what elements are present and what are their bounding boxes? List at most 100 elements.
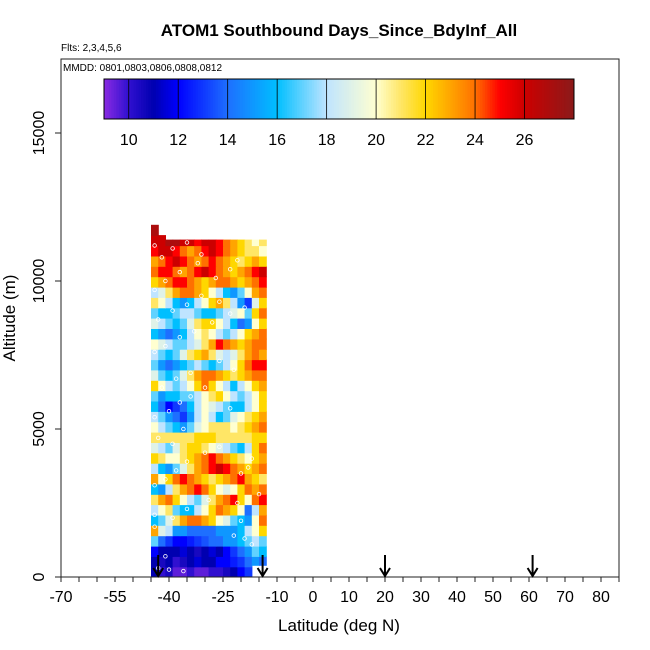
colorbar-cell <box>188 79 192 119</box>
profile-marker-arrow <box>526 555 539 578</box>
curtain-cell <box>223 349 231 361</box>
curtain-cell <box>230 266 238 278</box>
curtain-cell <box>158 535 166 547</box>
colorbar-cell <box>430 79 434 119</box>
curtain-cell <box>201 504 210 516</box>
colorbar-cell <box>571 79 575 119</box>
curtain-cell <box>244 494 253 506</box>
curtain-cell <box>187 483 195 495</box>
curtain-cell <box>215 359 224 371</box>
curtain-cell <box>259 473 267 485</box>
colorbar-cell <box>269 79 273 119</box>
y-axis: 0 5000 10000 15000 <box>31 111 61 581</box>
curtain-cell <box>237 318 246 329</box>
chart-title: ATOM1 Southbound Days_Since_BdyInf_All <box>161 21 517 40</box>
curtain-cell <box>208 545 217 557</box>
colorbar-cell <box>341 79 345 119</box>
colorbar-cell <box>151 79 154 119</box>
curtain-cell <box>187 525 195 537</box>
curtain-cell <box>172 411 181 423</box>
curtain-cell <box>158 400 166 412</box>
colorbar-cell <box>564 79 568 119</box>
curtain-cell <box>172 286 181 298</box>
sample-point <box>184 240 190 245</box>
curtain-cell <box>230 504 238 516</box>
sample-point <box>173 376 179 381</box>
colorbar-cell <box>368 79 372 119</box>
curtain-cell <box>237 494 246 506</box>
colorbar-tick-label: 10 <box>120 132 138 149</box>
curtain-cell <box>151 286 159 298</box>
curtain-cell <box>223 338 231 350</box>
sample-point <box>238 518 244 523</box>
curtain-cell <box>237 566 246 577</box>
colorbar-cell <box>339 79 342 119</box>
curtain-cell <box>223 535 231 547</box>
colorbar-cell <box>442 79 446 119</box>
curtain-cell <box>151 556 159 568</box>
flights-note: Flts: 2,3,4,5,6 <box>61 43 122 54</box>
colorbar-cell <box>252 79 256 119</box>
curtain-cell <box>172 359 181 371</box>
curtain-cell <box>158 566 166 577</box>
sample-point <box>249 542 254 547</box>
curtain-cell <box>230 473 238 485</box>
colorbar-cell <box>141 79 145 119</box>
curtain-cell <box>251 452 260 464</box>
sample-point <box>184 506 190 512</box>
curtain-cell <box>244 452 253 464</box>
colorbar-tick-label: 12 <box>169 132 187 149</box>
curtain-cell <box>187 390 195 402</box>
colorbar-cell <box>111 79 115 119</box>
colorbar-cell <box>517 79 521 119</box>
curtain-cell <box>208 328 217 340</box>
curtain-cell <box>208 286 217 298</box>
colorbar-cell <box>435 79 439 119</box>
curtain-cell <box>244 463 253 474</box>
curtain-cell <box>165 307 174 319</box>
curtain-cell <box>201 525 210 537</box>
curtain-cell <box>187 297 195 309</box>
curtain-cell <box>230 318 238 329</box>
colorbar-cell <box>163 79 167 119</box>
curtain-cell <box>165 463 174 474</box>
colorbar-cell <box>376 79 380 119</box>
curtain-cell <box>208 556 217 568</box>
colorbar-cell <box>138 79 142 119</box>
colorbar-cell <box>353 79 357 119</box>
colorbar-frame <box>103 78 575 120</box>
curtain-cell <box>151 421 159 433</box>
curtain-cell <box>172 369 181 381</box>
sample-point <box>184 302 190 307</box>
curtain-cell <box>165 369 174 381</box>
curtain-cell <box>172 307 181 319</box>
colorbar-cell <box>143 79 147 119</box>
colorbar-cell <box>519 79 523 119</box>
curtain-cell <box>215 390 224 402</box>
colorbar-cell <box>346 79 350 119</box>
curtain-cell <box>165 421 174 433</box>
curtain-cell <box>237 286 246 298</box>
colorbar-cell <box>195 79 199 119</box>
curtain-cell <box>158 349 166 361</box>
sample-point <box>181 568 186 574</box>
sample-point <box>152 483 157 488</box>
curtain-cell <box>237 514 246 526</box>
curtain-cell <box>244 380 253 392</box>
curtain-cell <box>215 442 224 454</box>
curtain-cell <box>194 328 202 340</box>
colorbar-cell <box>366 79 370 119</box>
curtain-cell <box>172 566 181 577</box>
curtain-cell <box>223 504 231 516</box>
curtain-cell <box>237 504 246 516</box>
curtain-cell <box>194 239 202 247</box>
curtain-cell <box>165 545 174 557</box>
curtain-cell <box>259 328 267 340</box>
colorbar-cell <box>106 79 110 119</box>
colorbar-cell <box>249 79 253 119</box>
sample-point <box>188 394 193 399</box>
curtain-cell <box>165 473 174 485</box>
curtain-cell <box>244 390 253 402</box>
curtain-cell <box>237 421 246 433</box>
